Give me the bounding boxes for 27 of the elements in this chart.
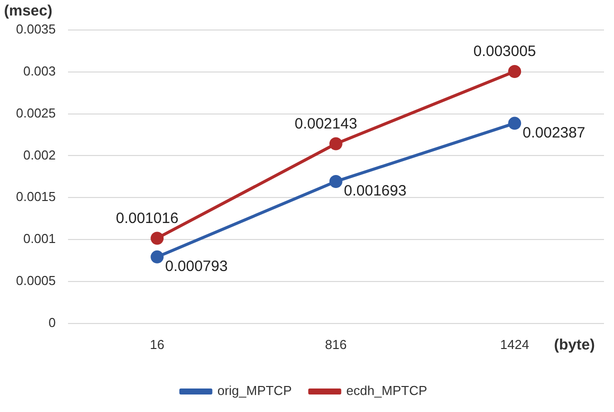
y-tick-label: 0.0035 <box>16 22 56 37</box>
y-tick-label: 0.001 <box>23 231 56 246</box>
point <box>508 116 522 130</box>
y-tick-label: 0.0025 <box>16 105 56 120</box>
x-tick-label: 816 <box>325 336 347 352</box>
point <box>150 232 164 245</box>
point <box>329 174 342 188</box>
y-tick-label: 0.0005 <box>16 273 56 288</box>
data-label: 0.002143 <box>294 115 358 132</box>
y-tick-label: 0 <box>48 314 56 330</box>
point <box>150 250 164 264</box>
data-label: 0.001693 <box>344 182 406 200</box>
x-tick-label: 16 <box>150 336 164 352</box>
data-label: 0.002387 <box>522 124 586 142</box>
y-tick-label: 0.003 <box>23 63 56 78</box>
y-axis-title: (msec) <box>4 2 52 20</box>
y-tick-label: 0.002 <box>23 147 56 162</box>
y-tick-label: 0.0015 <box>16 189 56 204</box>
point <box>508 64 522 78</box>
data-label: 0.003005 <box>473 43 536 60</box>
legend-label: ecdh_MPTCP <box>346 383 428 398</box>
x-tick-label: 1424 <box>500 336 530 352</box>
x-axis-title: (byte) <box>554 336 595 354</box>
data-label: 0.000793 <box>165 258 228 276</box>
data-label: 0.001016 <box>116 210 178 227</box>
legend-label: orig_MPTCP <box>217 383 292 398</box>
point <box>329 137 342 150</box>
